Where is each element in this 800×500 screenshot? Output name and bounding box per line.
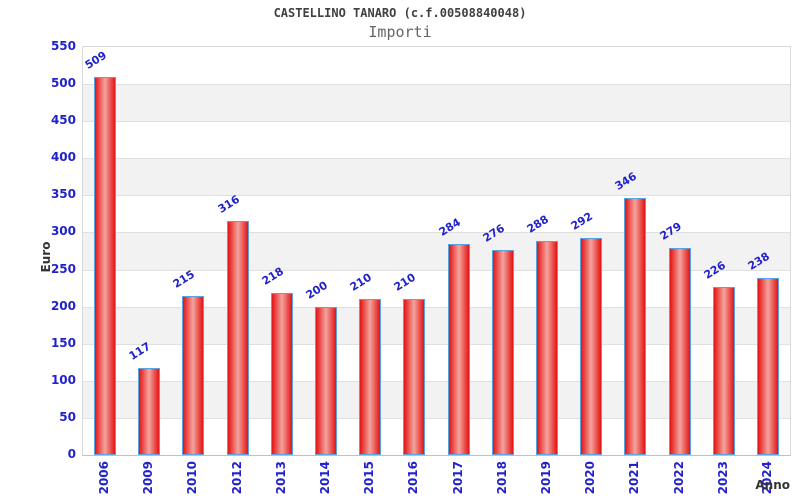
bar [403, 299, 426, 455]
bar [182, 295, 205, 455]
bar-value-label: 210 [392, 270, 419, 295]
x-tick-label: 2009 [141, 461, 156, 495]
y-tick-label: 300 [50, 224, 76, 239]
x-tick-label: 2013 [273, 461, 288, 495]
gridline [83, 306, 790, 308]
chart-title: CASTELLINO TANARO (c.f.00508840048) [273, 6, 527, 20]
bar [756, 278, 779, 455]
bar [138, 368, 161, 455]
bar [315, 306, 338, 455]
y-tick-label: 100 [50, 372, 76, 387]
x-tick-label: 2018 [494, 461, 509, 495]
y-tick-label: 450 [50, 113, 76, 128]
bar-value-label: 200 [303, 278, 331, 302]
x-tick-label: 2021 [627, 461, 642, 495]
y-tick-label: 0 [67, 447, 76, 461]
gridline [83, 195, 790, 197]
plot-band [83, 84, 790, 122]
bar [359, 299, 382, 455]
y-tick-label: 550 [50, 39, 76, 53]
x-tick-label: 2020 [583, 461, 598, 495]
gridline [83, 417, 790, 419]
bar [580, 238, 603, 455]
plot-area: 509 117 215 316 218 200 210 210 284 276 288 292 346 2… [82, 46, 791, 456]
y-tick-label: 500 [50, 76, 76, 91]
y-tick-label: 50 [59, 409, 76, 424]
x-tick-label: 2015 [362, 461, 377, 495]
x-tick-label: 2012 [229, 461, 244, 495]
bar [94, 77, 117, 455]
bar [447, 244, 470, 455]
bar [712, 287, 735, 455]
bar [624, 198, 647, 455]
gridline [83, 232, 790, 234]
y-tick-label: 200 [50, 298, 76, 313]
x-tick-label: 2019 [538, 461, 553, 495]
x-tick-label: 2017 [450, 461, 465, 495]
x-tick-label: 2006 [97, 461, 112, 495]
y-tick-label: 250 [50, 261, 76, 276]
bar [535, 241, 558, 455]
gridline [83, 158, 790, 160]
gridline [83, 380, 790, 382]
bar-value-label: 210 [347, 270, 375, 295]
gridline [83, 343, 790, 345]
gridline [83, 84, 790, 86]
x-tick-label: 2010 [185, 461, 200, 495]
x-tick-label: 2023 [715, 461, 730, 495]
y-tick-label: 350 [50, 187, 76, 202]
bar [226, 220, 249, 455]
bar [270, 293, 293, 455]
plot-band [83, 158, 790, 196]
gridline [83, 121, 790, 123]
x-tick-label: 2014 [318, 461, 333, 495]
bar-value-label: 215 [171, 267, 198, 291]
x-tick-label: 2016 [406, 461, 421, 495]
y-tick-label: 400 [50, 150, 76, 165]
x-tick-label: 2022 [671, 461, 686, 495]
y-tick-label: 150 [50, 335, 76, 350]
bar [668, 248, 691, 455]
chart-subtitle: Importi [368, 23, 432, 41]
x-axis-title: Anno [755, 478, 790, 492]
bar-value-label: 292 [568, 210, 596, 234]
bar-value-label: 509 [82, 49, 110, 73]
gridline [83, 269, 790, 271]
bar [491, 250, 514, 455]
